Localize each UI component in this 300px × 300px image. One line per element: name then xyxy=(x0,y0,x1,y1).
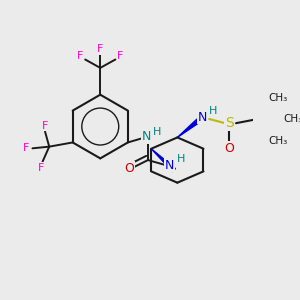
Text: N: N xyxy=(165,159,174,172)
Text: H: H xyxy=(176,154,185,164)
Text: CH₃: CH₃ xyxy=(268,136,287,146)
Text: F: F xyxy=(42,121,48,131)
Text: O: O xyxy=(224,142,234,155)
Text: CH₃: CH₃ xyxy=(284,114,300,124)
Text: H: H xyxy=(209,106,218,116)
Text: H: H xyxy=(153,127,161,136)
Text: F: F xyxy=(38,163,44,172)
Text: F: F xyxy=(22,143,29,153)
Text: N: N xyxy=(142,130,151,143)
Text: F: F xyxy=(77,51,83,61)
Polygon shape xyxy=(151,149,175,172)
Text: F: F xyxy=(117,51,124,61)
Text: O: O xyxy=(124,162,134,175)
Text: F: F xyxy=(97,44,103,54)
Text: N: N xyxy=(198,111,207,124)
Polygon shape xyxy=(177,119,200,137)
Text: S: S xyxy=(225,116,234,130)
Text: CH₃: CH₃ xyxy=(268,93,287,103)
